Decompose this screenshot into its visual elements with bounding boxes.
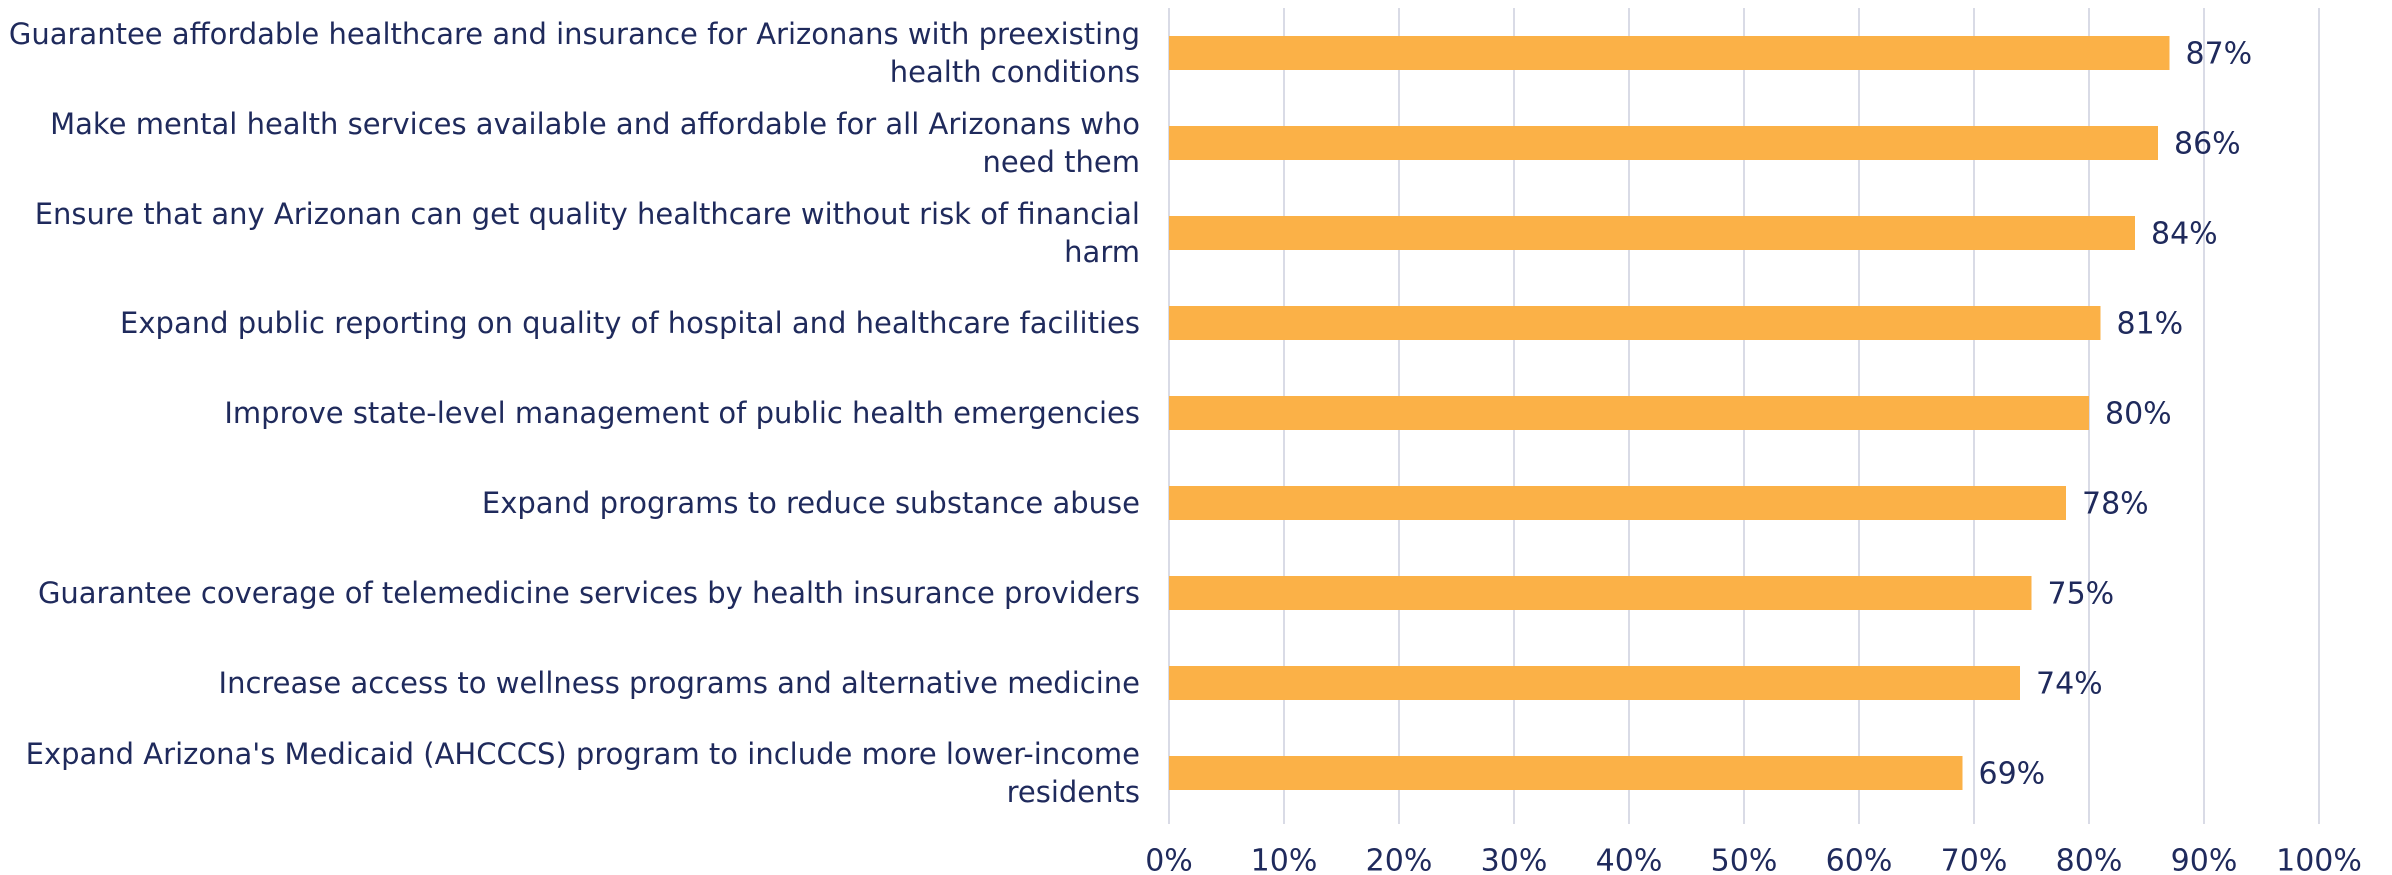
bar [1169, 486, 2066, 520]
category-label: Guarantee coverage of telemedicine servi… [37, 576, 1140, 610]
category-label: Increase access to wellness programs and… [218, 666, 1140, 700]
x-tick-label: 100% [2276, 844, 2362, 875]
bar [1169, 126, 2158, 160]
x-tick-label: 60% [1826, 844, 1893, 875]
category-label: Make mental health services available an… [50, 107, 1140, 179]
x-tick-label: 0% [1145, 844, 1193, 875]
bar [1169, 216, 2135, 250]
category-label: Ensure that any Arizonan can get quality… [34, 197, 1140, 269]
category-label: Expand Arizona's Medicaid (AHCCCS) progr… [25, 737, 1140, 809]
x-tick-label: 10% [1251, 844, 1318, 875]
bar [1169, 396, 2089, 430]
category-label: Improve state-level management of public… [224, 396, 1140, 430]
x-tick-label: 40% [1596, 844, 1663, 875]
x-tick-label: 80% [2056, 844, 2123, 875]
bar [1169, 576, 2032, 610]
category-label: Expand programs to reduce substance abus… [481, 486, 1140, 520]
x-tick-label: 30% [1481, 844, 1548, 875]
value-label: 81% [2117, 307, 2184, 342]
x-tick-label: 90% [2171, 844, 2238, 875]
value-label: 78% [2082, 487, 2149, 522]
bar [1169, 756, 1963, 790]
bar [1169, 666, 2020, 700]
category-label: Guarantee affordable healthcare and insu… [8, 17, 1140, 89]
value-label: 75% [2048, 577, 2115, 612]
value-label: 84% [2151, 217, 2218, 252]
bar [1169, 306, 2101, 340]
x-tick-label: 50% [1711, 844, 1778, 875]
x-tick-label: 70% [1941, 844, 2008, 875]
value-label: 69% [1979, 757, 2046, 792]
value-label: 74% [2036, 667, 2103, 702]
value-label: 86% [2174, 127, 2241, 162]
x-tick-label: 20% [1366, 844, 1433, 875]
value-label: 80% [2105, 397, 2172, 432]
value-label: 87% [2186, 37, 2253, 72]
category-label: Expand public reporting on quality of ho… [120, 306, 1140, 340]
bar [1169, 36, 2170, 70]
